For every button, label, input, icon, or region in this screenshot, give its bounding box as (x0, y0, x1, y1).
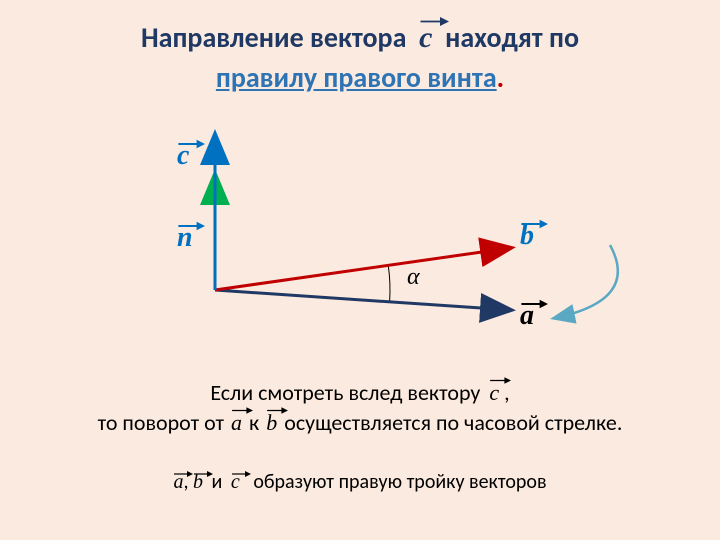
t2-and: и (212, 470, 223, 494)
angle-arc (388, 265, 390, 302)
vector-b-line (215, 248, 510, 290)
title-part2: находят по (445, 20, 579, 55)
t1-vec-a: a (231, 410, 242, 435)
explanation-text-1: Если смотреть вслед вектору c , то повор… (0, 378, 720, 437)
explanation-text-2: a , b и c образуют правую тройку векторо… (0, 470, 720, 494)
title-vector-c: c (419, 18, 432, 59)
t2-vec-b: b (193, 471, 203, 493)
b-glyph: b (520, 220, 534, 251)
slide: Направление вектора c находят по правилу… (0, 0, 720, 540)
title-block: Направление вектора c находят по правилу… (0, 0, 720, 96)
label-vector-n: n (177, 222, 193, 254)
title-part1: Направление вектора (141, 20, 406, 55)
t1-b: то поворот от (98, 409, 225, 436)
t1-c: к (249, 409, 259, 436)
title-link: правилу правого винта (216, 60, 497, 95)
t2-rest: образуют правую тройку векторов (253, 470, 546, 494)
c-glyph: c (177, 140, 189, 171)
label-vector-a: a (520, 300, 534, 332)
label-alpha: α (407, 264, 420, 291)
t2-vec-a: a (173, 471, 183, 493)
t1-a: Если смотреть вслед вектору (210, 379, 480, 406)
a-glyph: a (520, 300, 534, 331)
t1-d: осуществляется по часовой стрелке. (284, 409, 622, 436)
vector-a-line (215, 290, 510, 310)
n-glyph: n (177, 222, 193, 253)
t1-vec-b: b (266, 410, 277, 435)
title-period: . (497, 60, 504, 95)
vector-c-glyph: c (419, 21, 432, 54)
rotation-arc (555, 245, 618, 318)
t1-vec-c: c (489, 380, 499, 405)
label-vector-c: c (177, 140, 189, 172)
t2-vec-c: c (231, 471, 240, 493)
label-vector-b: b (520, 220, 534, 252)
